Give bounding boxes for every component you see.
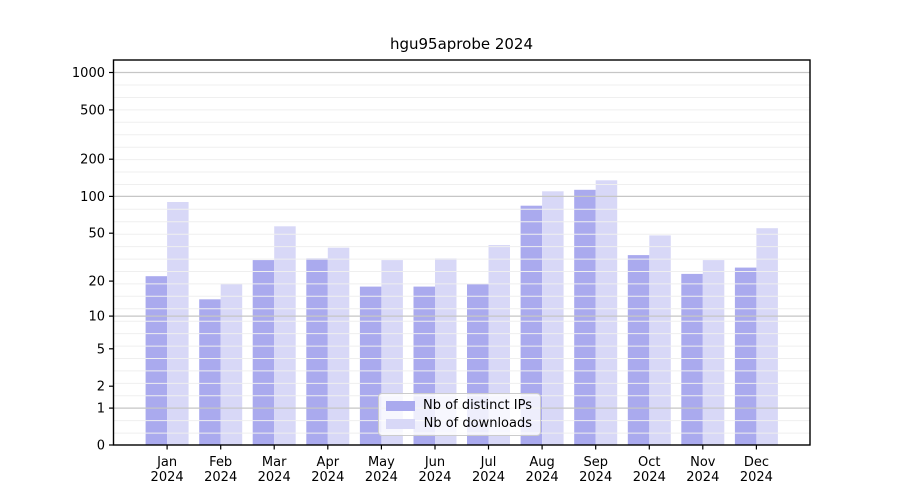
- legend-item-downloads: Nb of downloads: [386, 416, 532, 431]
- axes-spines: [112, 59, 811, 446]
- x-tick-label-month: Jul: [480, 455, 497, 470]
- x-tick-label-month: Mar: [262, 455, 287, 470]
- x-tick-label-month: Jun: [424, 455, 445, 470]
- bar-distinct-ips: [145, 276, 168, 445]
- bar-distinct-ips: [681, 273, 703, 445]
- x-tick-label-year: 2024: [365, 470, 398, 485]
- x-tick-label-year: 2024: [418, 470, 451, 485]
- x-tick-label-month: Oct: [638, 455, 660, 470]
- x-tick-label-year: 2024: [633, 470, 666, 485]
- x-tick-label-year: 2024: [151, 470, 184, 485]
- y-tick-label: 0: [97, 439, 105, 454]
- x-tick-label-year: 2024: [686, 470, 719, 485]
- legend-label-downloads: Nb of downloads: [423, 416, 532, 431]
- bar-downloads: [274, 226, 296, 445]
- legend-swatch-distinct-ips: [386, 400, 415, 411]
- bar-downloads: [649, 235, 671, 445]
- x-tick-label-month: Jan: [156, 455, 177, 470]
- x-tick-label-month: Apr: [317, 455, 340, 470]
- bar-downloads: [595, 180, 618, 446]
- x-tick-label-month: Nov: [690, 455, 716, 470]
- bar-downloads: [542, 191, 564, 445]
- legend-label-distinct-ips: Nb of distinct IPs: [423, 398, 532, 413]
- bar-distinct-ips: [252, 260, 275, 445]
- y-tick-label: 50: [88, 227, 105, 242]
- y-tick-label: 20: [88, 275, 105, 290]
- legend-swatch-downloads: [386, 418, 415, 429]
- x-tick-label-year: 2024: [311, 470, 344, 485]
- x-tick-label-month: Feb: [209, 455, 232, 470]
- x-tick-label-year: 2024: [472, 470, 505, 485]
- y-tick-label: 200: [80, 153, 105, 168]
- legend-item-distinct-ips: Nb of distinct IPs: [386, 398, 532, 413]
- chart-title: hgu95aprobe 2024: [389, 35, 534, 53]
- bar-downloads: [220, 283, 243, 445]
- x-tick-label-year: 2024: [740, 470, 773, 485]
- x-tick-label-month: Sep: [583, 455, 608, 470]
- y-tick-label: 10: [88, 310, 105, 325]
- x-tick-label-year: 2024: [258, 470, 291, 485]
- y-tick-label: 100: [80, 190, 105, 205]
- x-tick-label-year: 2024: [526, 470, 559, 485]
- x-tick-label-year: 2024: [204, 470, 237, 485]
- x-tick-label-month: Aug: [529, 455, 554, 470]
- bar-downloads: [702, 260, 725, 445]
- bar-distinct-ips: [627, 255, 650, 445]
- x-tick-label-month: Dec: [744, 455, 769, 470]
- bar-downloads: [167, 202, 189, 445]
- y-tick-label: 5: [97, 342, 105, 357]
- bar-downloads: [756, 228, 778, 445]
- bar-distinct-ips: [734, 267, 757, 445]
- y-tick-label: 1000: [72, 66, 105, 81]
- bar-distinct-ips: [520, 205, 543, 445]
- bar-distinct-ips: [574, 189, 596, 445]
- x-tick-label-year: 2024: [579, 470, 612, 485]
- y-tick-label: 1: [97, 402, 105, 417]
- bar-distinct-ips: [359, 286, 382, 445]
- y-tick-label: 500: [80, 103, 105, 118]
- x-tick-label-month: May: [368, 455, 395, 470]
- legend: Nb of distinct IPs Nb of downloads: [378, 393, 541, 436]
- y-tick-label: 2: [97, 380, 105, 395]
- bar-distinct-ips: [306, 258, 328, 445]
